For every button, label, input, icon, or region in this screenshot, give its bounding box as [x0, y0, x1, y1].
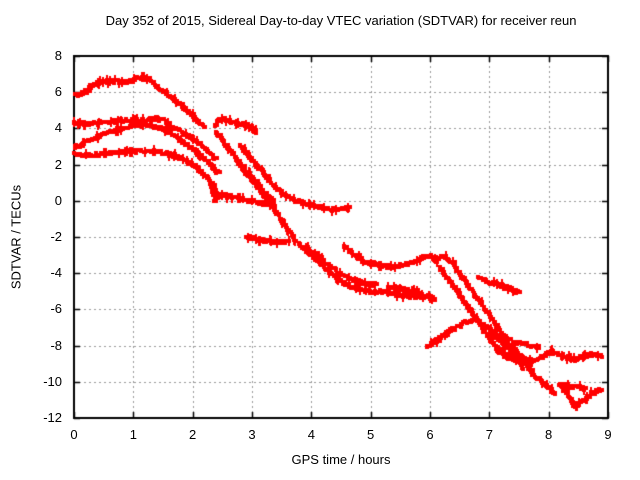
x-tick-label: 5: [367, 427, 375, 442]
chart-title: Day 352 of 2015, Sidereal Day-to-day VTE…: [105, 13, 577, 28]
x-tick-label: 6: [426, 427, 434, 442]
y-tick-label: -10: [43, 373, 62, 389]
x-tick-label: 1: [129, 427, 137, 442]
y-tick-label: 2: [54, 156, 62, 172]
y-tick-label: -2: [50, 229, 62, 244]
y-tick-label: -6: [50, 301, 62, 317]
y-tick-label: 6: [54, 84, 62, 100]
y-tick-label: -8: [50, 337, 62, 353]
x-tick-label: 2: [189, 427, 197, 442]
x-tick-label: 7: [485, 427, 493, 442]
y-tick-label: -4: [50, 265, 62, 281]
y-tick-label: 8: [54, 48, 62, 63]
x-tick-label: 4: [307, 427, 315, 442]
x-axis-label: GPS time / hours: [291, 452, 391, 467]
x-tick-label: 3: [248, 427, 256, 442]
x-tick-label: 9: [604, 427, 612, 442]
y-tick-label: 0: [54, 192, 62, 208]
y-tick-label: -12: [43, 410, 62, 425]
x-tick-label: 8: [545, 427, 553, 442]
y-tick-label: 4: [54, 120, 62, 136]
x-tick-label: 0: [70, 427, 78, 442]
